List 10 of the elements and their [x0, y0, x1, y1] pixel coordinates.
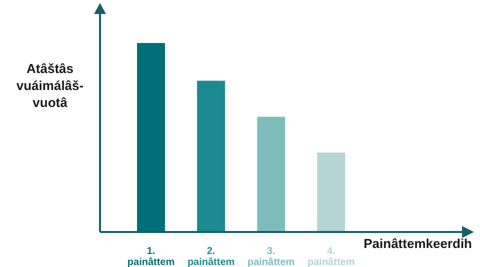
bar: [137, 42, 166, 232]
bar: [257, 116, 286, 232]
x-tick-label: 1. painâttem: [127, 246, 175, 267]
y-axis-title: Atâštâs vuáimálâš-vuotâ: [15, 60, 85, 111]
x-tick-label: 4. painâttem: [308, 246, 355, 267]
x-axis-title: Painâttemkeerdih: [364, 236, 472, 251]
bar: [197, 80, 226, 232]
bar: [317, 152, 346, 232]
x-tick-label: 2. painâttem: [187, 246, 235, 267]
x-tick-label: 3. painâttem: [247, 246, 295, 267]
